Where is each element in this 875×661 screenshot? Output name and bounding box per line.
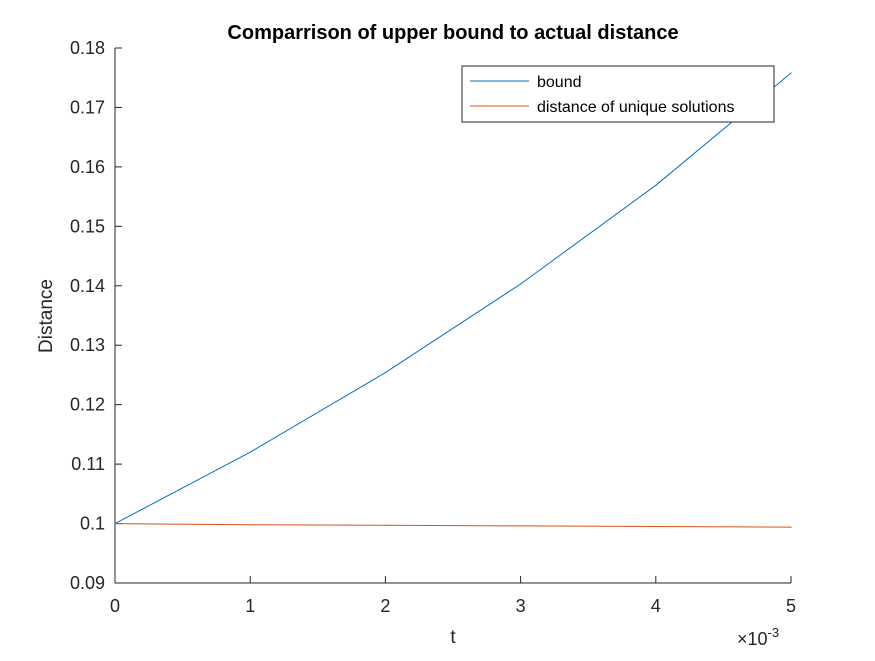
y-tick-label: 0.17 xyxy=(70,97,105,117)
axes: 0 1 2 3 4 5 0.09 0.1 0.11 0.12 0.13 0.14 0.15 0.16 0.1… xyxy=(70,38,796,616)
y-tick-label: 0.11 xyxy=(71,454,105,474)
x-axis-exponent-power: -3 xyxy=(768,625,780,640)
legend-label: bound xyxy=(537,74,582,91)
data-point xyxy=(114,522,116,525)
svg-text:×10-3: ×10-3 xyxy=(737,625,779,649)
x-tick-label: 2 xyxy=(380,596,390,616)
legend-box xyxy=(461,65,775,123)
x-tick-label: 3 xyxy=(516,596,526,616)
data-point xyxy=(520,525,522,527)
series-lines xyxy=(114,72,792,528)
legend: bound distance of unique solutions xyxy=(461,65,775,123)
data-point xyxy=(249,524,251,526)
series-line-1 xyxy=(114,72,792,525)
y-tick-label: 0.13 xyxy=(70,335,105,355)
x-tick-label: 0 xyxy=(110,596,120,616)
y-tick-label: 0.14 xyxy=(70,276,105,296)
data-point xyxy=(249,451,251,453)
data-point xyxy=(655,525,657,528)
legend-label: distance of unique solutions xyxy=(537,99,734,116)
y-tick-label: 0.15 xyxy=(70,216,105,236)
data-point xyxy=(384,371,386,374)
chart-title: Comparrison of upper bound to actual dis… xyxy=(227,22,678,44)
x-axis-exponent-base: ×10 xyxy=(737,629,768,649)
data-point xyxy=(384,524,386,526)
data-point xyxy=(790,526,792,528)
y-axis-label: Distance xyxy=(36,279,57,353)
series-line-2 xyxy=(114,523,792,528)
x-tick-label: 5 xyxy=(786,596,796,616)
y-tick-label: 0.09 xyxy=(70,573,105,593)
data-point xyxy=(655,184,657,186)
y-tick-label: 0.18 xyxy=(70,38,105,58)
x-tick-label: 4 xyxy=(651,596,661,616)
y-tick-label: 0.12 xyxy=(70,395,105,415)
y-tick-label: 0.1 xyxy=(80,514,105,534)
data-point xyxy=(520,283,522,285)
x-axis-label: t xyxy=(450,627,456,648)
x-tick-label: 1 xyxy=(245,596,255,616)
x-axis-exponent: ×10-3 xyxy=(737,625,779,649)
data-point xyxy=(790,72,792,74)
y-tick-label: 0.16 xyxy=(70,157,105,177)
